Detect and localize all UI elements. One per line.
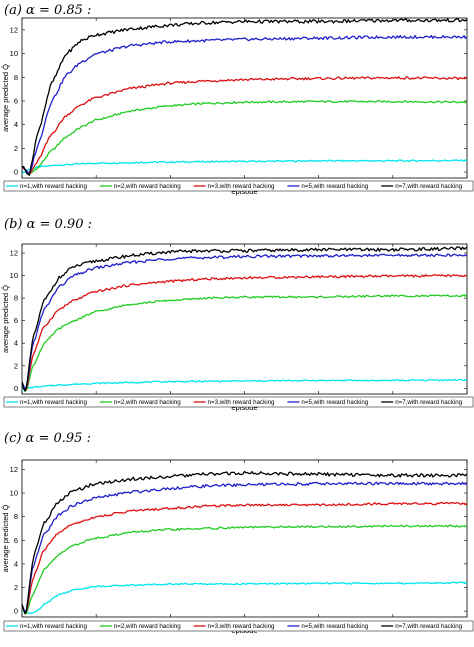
chart-title: (c) α = 0.95 :: [4, 431, 91, 446]
series-end-marker: [464, 294, 466, 297]
series-end-marker: [464, 581, 466, 584]
series-line-2: [22, 294, 467, 392]
y-tick-label: 10: [10, 489, 18, 498]
legend-box: [3, 396, 474, 408]
y-tick-label: 6: [14, 536, 18, 545]
chart-panel-1: (a) α = 0.85 :02468101201000200030004000…: [1, 3, 474, 196]
y-tick-label: 4: [14, 559, 18, 568]
y-tick-label: 6: [14, 96, 18, 105]
y-tick-label: 12: [10, 25, 18, 34]
y-tick-label: 2: [14, 361, 18, 370]
y-tick-label: 4: [14, 120, 18, 129]
y-tick-label: 2: [14, 583, 18, 592]
legend-label: n=5,with reward hacking: [301, 623, 368, 630]
legend: n=1,with reward hacking n=2,with reward h…: [3, 396, 474, 408]
y-tick-label: 4: [14, 339, 18, 348]
series-end-marker: [464, 474, 466, 477]
series-line-2: [22, 99, 467, 175]
x-axis-label: episode: [231, 403, 257, 412]
series-end-marker: [464, 19, 466, 22]
chart-title: (a) α = 0.85 :: [4, 3, 91, 18]
y-tick-label: 0: [14, 168, 18, 177]
series-line-4: [22, 34, 467, 174]
series-end-marker: [464, 77, 466, 80]
series-line-3: [22, 274, 467, 392]
legend-box: [3, 620, 474, 632]
y-tick-label: 0: [14, 607, 18, 616]
series-end-marker: [464, 247, 466, 250]
y-axis-label: average predicted Q̂: [1, 504, 10, 572]
series-lines: [22, 470, 467, 615]
legend-label: n=3,with reward hacking: [208, 399, 275, 406]
series-end-marker: [464, 525, 466, 528]
y-tick-label: 12: [10, 249, 18, 258]
chart-panel-2: (b) α = 0.90 :02468101201000200030004000…: [1, 217, 474, 412]
series-end-marker: [464, 482, 466, 485]
series-line-4: [22, 253, 467, 390]
plot-frame: [21, 17, 468, 179]
legend-label: n=7,with reward hacking: [395, 399, 462, 406]
legend: n=1,with reward hacking n=2,with reward h…: [3, 180, 474, 192]
series-end-marker: [464, 159, 466, 162]
y-tick-label: 10: [10, 271, 18, 280]
series-line-5: [22, 470, 467, 615]
y-axis-label: average predicted Q̂: [1, 64, 10, 132]
legend-label: n=7,with reward hacking: [395, 623, 462, 630]
series-end-marker: [464, 254, 466, 257]
legend-label: n=7,with reward hacking: [395, 183, 462, 190]
y-tick-label: 12: [10, 465, 18, 474]
y-tick-label: 8: [14, 294, 18, 303]
legend-label: n=2,with reward hacking: [114, 623, 181, 630]
legend: n=1,with reward hacking n=2,with reward h…: [3, 620, 474, 632]
legend-label: n=1,with reward hacking: [20, 399, 87, 406]
series-line-3: [22, 501, 467, 614]
legend-label: n=1,with reward hacking: [20, 623, 87, 630]
series-line-5: [22, 18, 467, 176]
legend-label: n=1,with reward hacking: [20, 183, 87, 190]
series-line-2: [22, 524, 467, 615]
y-tick-label: 2: [14, 144, 18, 153]
series-end-marker: [464, 36, 466, 38]
series-line-1: [22, 581, 467, 615]
series-end-marker: [464, 379, 466, 381]
y-tick-label: 8: [14, 73, 18, 82]
chart-title: (b) α = 0.90 :: [4, 217, 92, 232]
legend-box: [3, 180, 474, 192]
series-lines: [22, 18, 467, 176]
series-line-3: [22, 76, 467, 175]
series-line-4: [22, 481, 467, 613]
y-tick-label: 10: [10, 49, 18, 58]
legend-label: n=5,with reward hacking: [301, 399, 368, 406]
y-tick-label: 8: [14, 512, 18, 521]
y-tick-label: 6: [14, 316, 18, 325]
legend-label: n=2,with reward hacking: [114, 399, 181, 406]
series-line-5: [22, 246, 467, 392]
x-axis-label: episode: [231, 187, 257, 196]
y-tick-label: 0: [14, 384, 18, 393]
legend-label: n=3,with reward hacking: [208, 183, 275, 190]
series-end-marker: [464, 274, 466, 277]
legend-label: n=2,with reward hacking: [114, 183, 181, 190]
legend-label: n=3,with reward hacking: [208, 623, 275, 630]
plot-frame: [21, 243, 468, 395]
series-end-marker: [464, 101, 466, 104]
y-axis-label: average predicted Q̂: [1, 285, 10, 353]
series-line-1: [22, 159, 467, 175]
chart-panel-3: (c) α = 0.95 :02468101201000200030004000…: [1, 431, 474, 635]
series-line-1: [22, 378, 467, 391]
legend-label: n=5,with reward hacking: [301, 183, 368, 190]
series-lines: [22, 246, 467, 392]
series-end-marker: [464, 502, 466, 505]
